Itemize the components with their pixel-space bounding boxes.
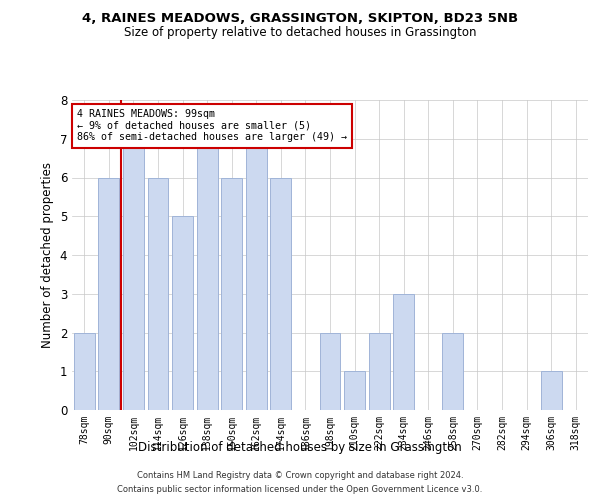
Y-axis label: Number of detached properties: Number of detached properties — [41, 162, 54, 348]
Bar — [123, 138, 144, 410]
Bar — [74, 332, 95, 410]
Text: Size of property relative to detached houses in Grassington: Size of property relative to detached ho… — [124, 26, 476, 39]
Bar — [320, 332, 340, 410]
Bar — [344, 371, 365, 410]
Bar — [221, 178, 242, 410]
Bar — [246, 138, 267, 410]
Text: 4 RAINES MEADOWS: 99sqm
← 9% of detached houses are smaller (5)
86% of semi-deta: 4 RAINES MEADOWS: 99sqm ← 9% of detached… — [77, 110, 347, 142]
Text: 4, RAINES MEADOWS, GRASSINGTON, SKIPTON, BD23 5NB: 4, RAINES MEADOWS, GRASSINGTON, SKIPTON,… — [82, 12, 518, 26]
Text: Distribution of detached houses by size in Grassington: Distribution of detached houses by size … — [138, 441, 462, 454]
Bar — [172, 216, 193, 410]
Bar — [271, 178, 292, 410]
Bar — [442, 332, 463, 410]
Bar — [393, 294, 414, 410]
Bar — [541, 371, 562, 410]
Bar — [148, 178, 169, 410]
Text: Contains public sector information licensed under the Open Government Licence v3: Contains public sector information licen… — [118, 484, 482, 494]
Bar — [98, 178, 119, 410]
Bar — [197, 138, 218, 410]
Bar — [368, 332, 389, 410]
Text: Contains HM Land Registry data © Crown copyright and database right 2024.: Contains HM Land Registry data © Crown c… — [137, 472, 463, 480]
